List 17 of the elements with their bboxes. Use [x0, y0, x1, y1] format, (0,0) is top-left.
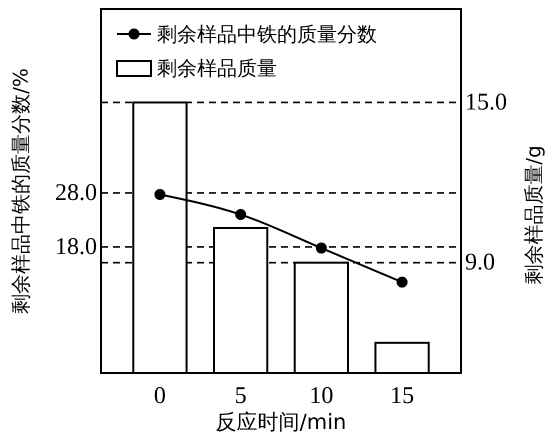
y2-tick-label: 9.0: [465, 250, 495, 276]
x-tick-label: 0: [154, 383, 166, 409]
y2-tick-label: 15.0: [465, 89, 507, 116]
x-tick-label: 15: [390, 383, 414, 409]
y-tick-label: 18.0: [55, 234, 97, 260]
point: [154, 189, 166, 200]
x-tick-label: 5: [234, 383, 247, 409]
y-tick-label: 28.0: [55, 180, 97, 206]
x-axis-title: 反应时间/min: [216, 410, 346, 434]
y2-axis-title: 剩余样品质量/g: [521, 145, 546, 285]
legend-label: 剩余样品中铁的质量分数: [157, 22, 377, 46]
legend-label: 剩余样品质量: [157, 56, 277, 80]
point: [396, 276, 408, 288]
point: [316, 242, 327, 254]
x-tick-label: 10: [309, 383, 334, 409]
y-axis-title: 剩余样品中铁的质量分数/%: [8, 68, 32, 314]
point: [235, 209, 246, 220]
